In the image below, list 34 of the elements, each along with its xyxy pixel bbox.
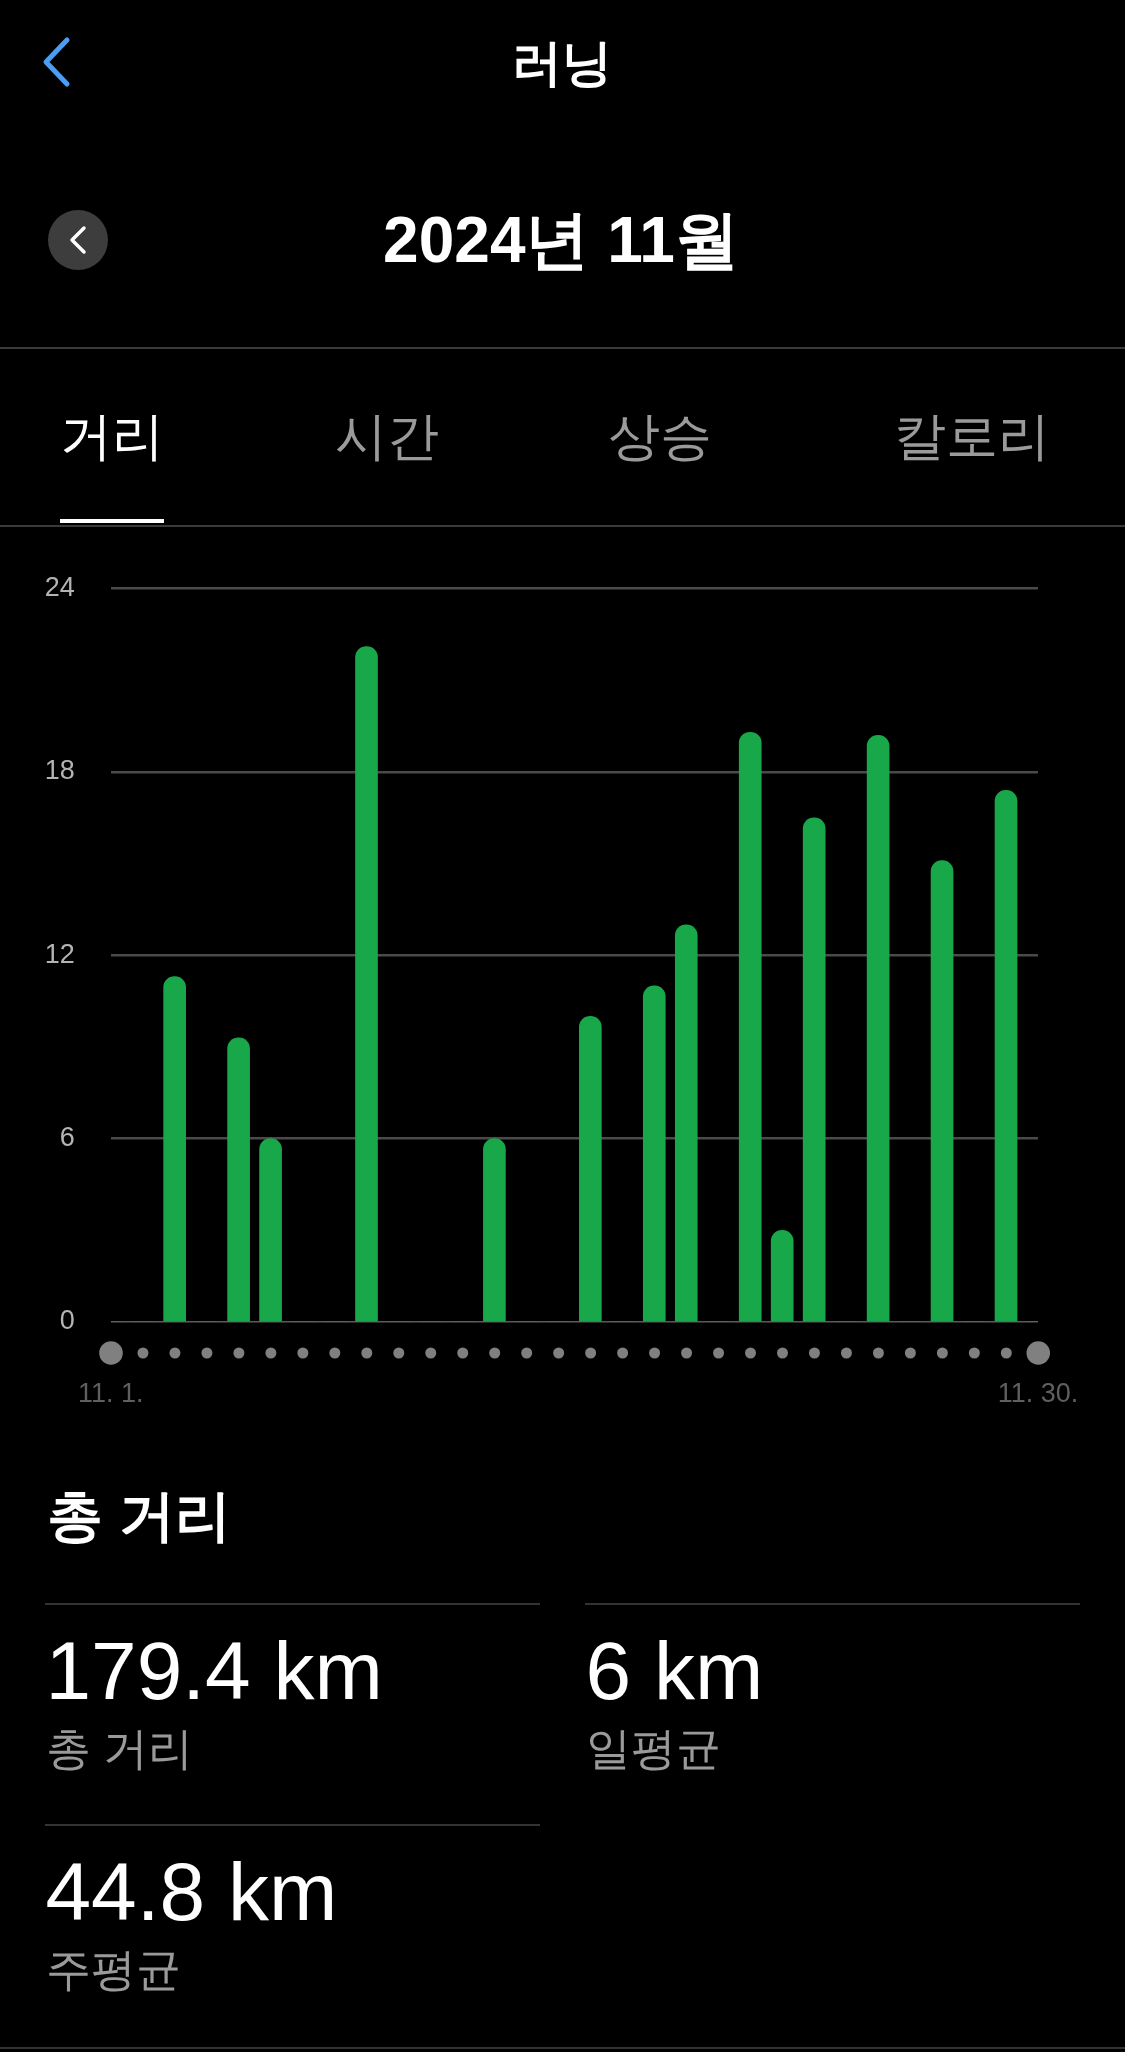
bar [994,789,1018,1322]
y-tick-label: 12 [44,938,75,969]
text: 44.8 km [45,1846,338,1937]
text: 상승 [608,407,712,465]
bar [802,817,826,1322]
bar [163,976,186,1322]
x-tick-label: 11. 1. [77,1377,144,1408]
bar [642,985,666,1322]
y-tick-label: 18 [44,755,75,786]
bar [483,1138,506,1322]
bar [355,646,378,1322]
bar [579,1016,602,1322]
bar [738,731,762,1322]
text: 6 km [585,1625,764,1716]
bar [866,734,890,1322]
y-tick-label: 6 [59,1122,75,1153]
bar [259,1138,282,1322]
text: 총 거리 [47,1484,231,1547]
text: 일평균 [585,1722,721,1774]
text: 칼로리 [894,407,1050,465]
text: 시간 [335,407,439,465]
bar [674,924,698,1322]
chart-subtitle: 2024년 11월 [383,204,739,276]
y-tick-label: 0 [59,1305,75,1336]
text: 179.4 km [45,1625,383,1716]
y-tick-label: 24 [44,572,75,603]
text: 주평균 [45,1943,181,1995]
x-tick-label: 11. 30. [997,1377,1079,1408]
bar [770,1229,794,1322]
bar [227,1037,250,1322]
bar [930,860,954,1322]
text: 총 거리 [45,1722,194,1774]
chart-title: 러닝 [512,35,612,91]
text: 거리 [60,407,164,465]
